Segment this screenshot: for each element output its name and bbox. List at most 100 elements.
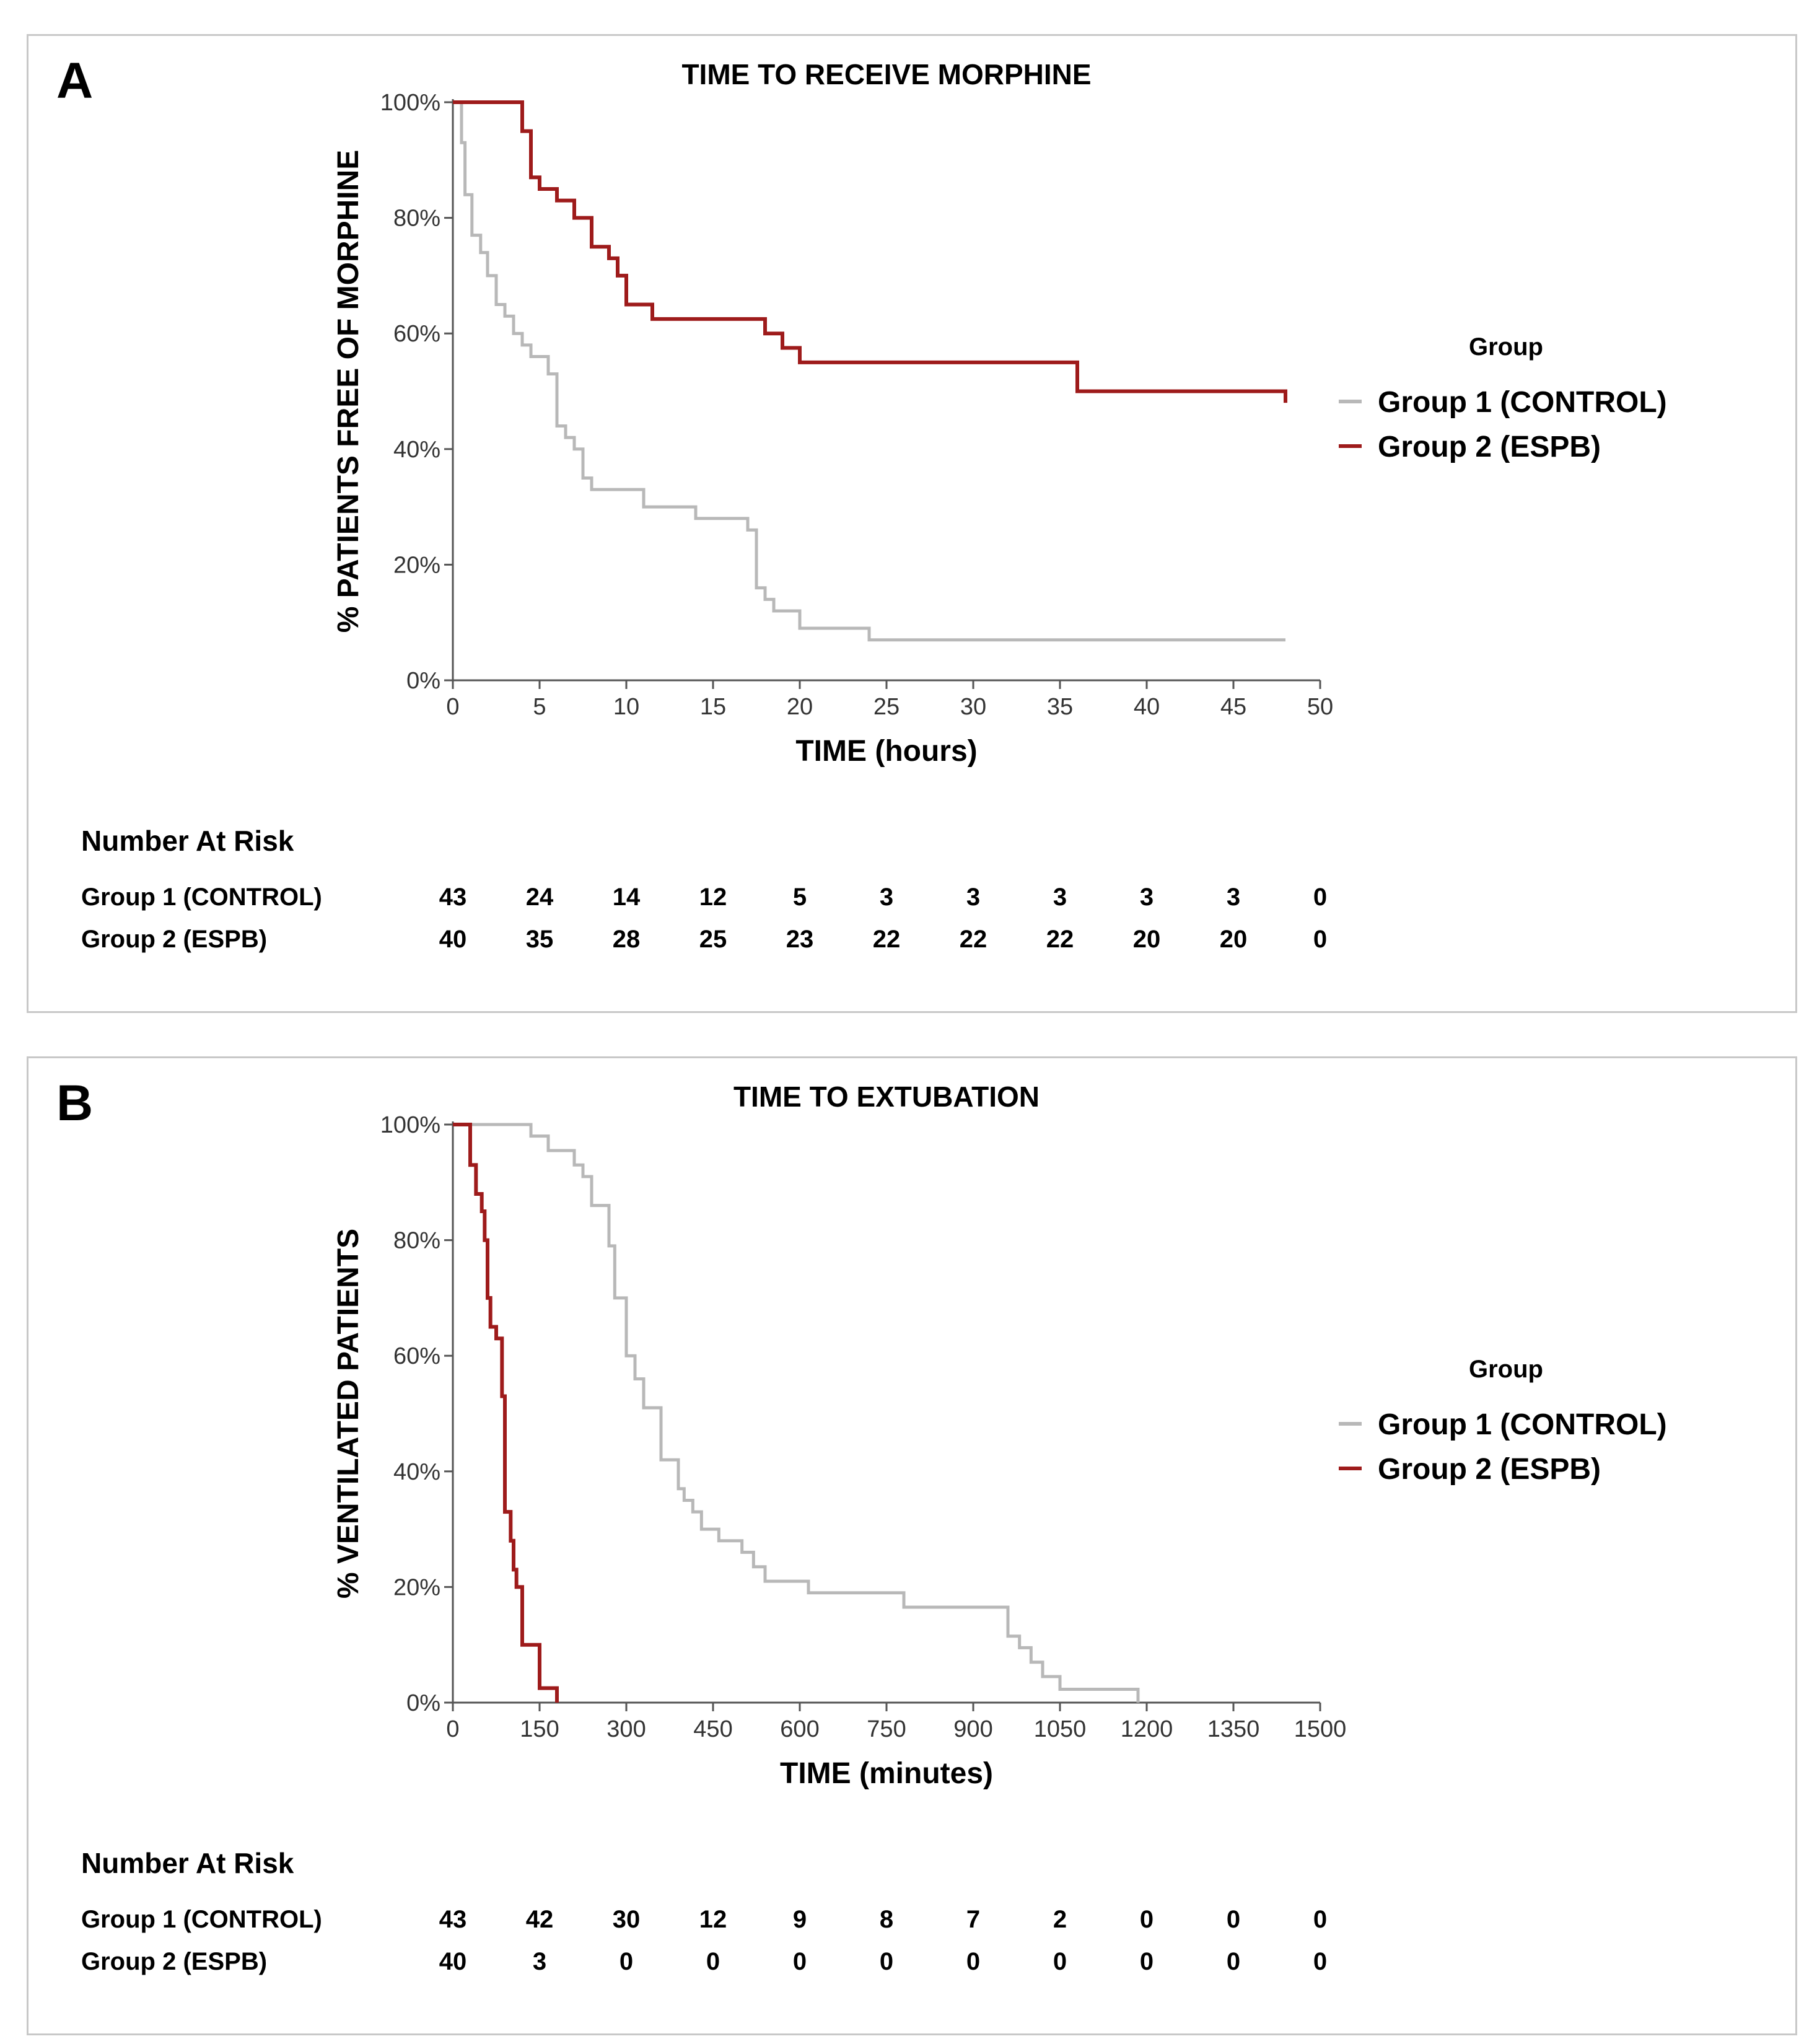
- km-curve-espb: [453, 1123, 559, 1703]
- y-tick-label: 0%: [406, 668, 440, 694]
- risk-value: 12: [699, 884, 727, 911]
- risk-table-title: Number At Risk: [81, 825, 294, 857]
- km-curve-espb: [453, 100, 1287, 403]
- legend-label: Group 2 (ESPB): [1378, 431, 1601, 463]
- x-tick-label: 20: [787, 694, 813, 720]
- y-axis-title: % VENTILATED PATIENTS: [332, 1229, 365, 1599]
- risk-value: 43: [439, 1906, 467, 1933]
- risk-value: 22: [1046, 926, 1074, 953]
- risk-value: 0: [1313, 884, 1327, 911]
- risk-value: 5: [793, 884, 807, 911]
- risk-value: 0: [706, 1948, 720, 1975]
- risk-value: 22: [960, 926, 987, 953]
- risk-value: 0: [1227, 1948, 1240, 1975]
- risk-value: 0: [1140, 1906, 1154, 1933]
- km-curve-control: [453, 1123, 1140, 1703]
- risk-value: 30: [613, 1906, 641, 1933]
- x-tick-label: 25: [873, 694, 900, 720]
- risk-value: 20: [1220, 926, 1248, 953]
- risk-value: 23: [786, 926, 814, 953]
- x-tick-label: 35: [1047, 694, 1073, 720]
- risk-value: 3: [966, 884, 980, 911]
- risk-value: 43: [439, 884, 467, 911]
- x-tick-label: 1050: [1034, 1716, 1087, 1742]
- risk-value: 2: [1053, 1906, 1067, 1933]
- y-tick-label: 40%: [393, 1459, 440, 1485]
- risk-row-label: Group 1 (CONTROL): [81, 1906, 322, 1933]
- x-tick-label: 50: [1307, 694, 1333, 720]
- km-curve-control: [453, 100, 1285, 642]
- risk-value: 28: [613, 926, 641, 953]
- y-tick-label: 60%: [393, 321, 440, 347]
- x-tick-label: 15: [700, 694, 726, 720]
- risk-value: 0: [1313, 926, 1327, 953]
- risk-value: 3: [1227, 884, 1240, 911]
- y-tick-label: 100%: [380, 90, 440, 116]
- y-tick-label: 0%: [406, 1690, 440, 1716]
- y-axis-title: % PATIENTS FREE OF MORPHINE: [332, 150, 365, 633]
- panel-letter: B: [56, 1075, 93, 1131]
- risk-value: 3: [1053, 884, 1067, 911]
- risk-value: 0: [620, 1948, 633, 1975]
- y-tick-label: 80%: [393, 1228, 440, 1254]
- risk-value: 0: [1313, 1906, 1327, 1933]
- risk-row-label: Group 2 (ESPB): [81, 926, 267, 953]
- x-tick-label: 450: [693, 1716, 732, 1742]
- x-tick-label: 1350: [1207, 1716, 1260, 1742]
- risk-value: 40: [439, 1948, 467, 1975]
- risk-value: 22: [873, 926, 901, 953]
- risk-value: 0: [880, 1948, 893, 1975]
- y-tick-label: 20%: [393, 1574, 440, 1600]
- panel-letter: A: [56, 53, 93, 109]
- x-tick-label: 900: [953, 1716, 992, 1742]
- x-tick-label: 300: [606, 1716, 646, 1742]
- x-tick-label: 750: [867, 1716, 906, 1742]
- x-tick-label: 0: [446, 1716, 459, 1742]
- x-tick-label: 1500: [1294, 1716, 1347, 1742]
- risk-row-label: Group 2 (ESPB): [81, 1948, 267, 1975]
- x-tick-label: 40: [1134, 694, 1160, 720]
- risk-value: 7: [966, 1906, 980, 1933]
- legend-label: Group 1 (CONTROL): [1378, 1408, 1667, 1441]
- x-tick-label: 1200: [1121, 1716, 1173, 1742]
- risk-value: 25: [699, 926, 727, 953]
- legend-title: Group: [1469, 333, 1543, 361]
- x-tick-label: 5: [533, 694, 546, 720]
- y-tick-label: 100%: [380, 1112, 440, 1138]
- risk-value: 0: [1053, 1948, 1067, 1975]
- legend-title: Group: [1469, 1356, 1543, 1383]
- risk-value: 3: [533, 1948, 546, 1975]
- risk-value: 8: [880, 1906, 893, 1933]
- x-axis-title: TIME (hours): [795, 735, 977, 768]
- x-axis-title: TIME (minutes): [780, 1757, 993, 1790]
- risk-value: 14: [613, 884, 641, 911]
- panel-a: A TIME TO RECEIVE MORPHINE 0% 20% 40% 60% 80% 1…: [27, 34, 1797, 1013]
- risk-value: 20: [1133, 926, 1161, 953]
- chart-title: TIME TO EXTUBATION: [733, 1081, 1040, 1113]
- risk-value: 3: [1140, 884, 1154, 911]
- risk-row-label: Group 1 (CONTROL): [81, 884, 322, 911]
- x-tick-label: 150: [520, 1716, 559, 1742]
- x-tick-label: 10: [613, 694, 639, 720]
- risk-value: 0: [1140, 1948, 1154, 1975]
- risk-value: 3: [880, 884, 893, 911]
- legend-label: Group 1 (CONTROL): [1378, 386, 1667, 419]
- risk-value: 0: [1313, 1948, 1327, 1975]
- y-tick-label: 80%: [393, 206, 440, 232]
- risk-value: 9: [793, 1906, 807, 1933]
- y-tick-label: 40%: [393, 437, 440, 463]
- risk-value: 40: [439, 926, 467, 953]
- risk-value: 0: [793, 1948, 807, 1975]
- risk-table-title: Number At Risk: [81, 1847, 294, 1879]
- y-tick-label: 60%: [393, 1343, 440, 1369]
- km-chart-a: A TIME TO RECEIVE MORPHINE 0% 20% 40% 60% 80% 1…: [56, 53, 1667, 953]
- y-tick-label: 20%: [393, 552, 440, 578]
- risk-value: 0: [966, 1948, 980, 1975]
- km-chart-b: B TIME TO EXTUBATION 0% 20% 40% 60% 80% 100% 0 15…: [56, 1075, 1667, 1975]
- risk-value: 35: [526, 926, 554, 953]
- risk-value: 42: [526, 1906, 554, 1933]
- x-tick-label: 600: [780, 1716, 819, 1742]
- x-tick-label: 0: [446, 694, 459, 720]
- risk-value: 12: [699, 1906, 727, 1933]
- x-tick-label: 30: [960, 694, 986, 720]
